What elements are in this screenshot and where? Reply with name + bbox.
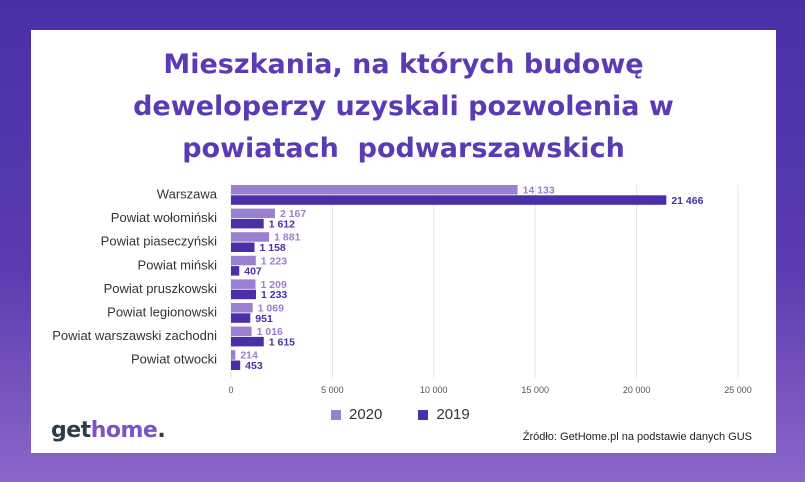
data-label-2019: 1 615: [269, 336, 295, 348]
data-label-2020: 1 209: [261, 279, 287, 291]
legend-item-2020: 2020: [331, 406, 382, 423]
bar-2019: [231, 266, 240, 276]
source-note: Źródło: GetHome.pl na podstawie danych G…: [522, 431, 752, 443]
legend-label-2020: 2020: [349, 406, 383, 423]
data-label-2020: 1 016: [257, 326, 283, 338]
title-line-1: Mieszkania, na których budowę: [163, 49, 644, 80]
data-label-2019: 407: [244, 266, 262, 278]
data-label-2019: 1 612: [269, 218, 295, 230]
x-tick-label: 5 000: [321, 385, 344, 395]
data-label-2019: 1 158: [259, 242, 285, 254]
x-tick-label: 10 000: [420, 385, 448, 395]
category-label: Powiat piaseczyński: [101, 234, 217, 249]
legend-swatch-2020: [331, 409, 341, 420]
bar-2020: [231, 350, 236, 360]
data-label-2019: 453: [245, 360, 263, 372]
data-label-2020: 1 881: [274, 232, 300, 244]
data-label-2020: 214: [240, 350, 258, 362]
data-label-2020: 14 133: [523, 185, 555, 197]
bar-chart: 0 5 000 10 000 15 000 20 000 25 000 Warszawa 14…: [52, 185, 752, 395]
category-label: Powiat legionowski: [107, 305, 217, 320]
bar-2020: [231, 326, 252, 337]
data-label-2020: 1 223: [261, 255, 287, 267]
bar-2019: [231, 360, 241, 370]
data-label-2019: 951: [255, 313, 273, 325]
bar-2020: [231, 303, 253, 313]
bar-2020: [231, 232, 270, 242]
chart-card: Mieszkania, na których budowę deweloperz…: [31, 30, 776, 453]
bar-2019: [231, 218, 264, 229]
title-line-3: powiatach podwarszawskich: [182, 133, 625, 164]
bar-2019: [231, 242, 255, 252]
category-label: Powiat warszawski zachodni: [52, 328, 217, 343]
data-label-2019: 21 466: [671, 195, 703, 207]
category-label: Warszawa: [157, 187, 218, 202]
bar-2020: [231, 255, 256, 266]
legend-item-2019: 2019: [418, 406, 470, 423]
data-label-2019: 1 233: [261, 289, 287, 301]
bar-2020: [231, 185, 518, 195]
category-label: Powiat wołomiński: [111, 210, 217, 225]
bar-2020: [231, 208, 275, 219]
x-tick-label: 15 000: [521, 385, 549, 395]
legend-swatch-2019: [418, 409, 429, 420]
title-line-2: deweloperzy uzyskali pozwolenia w: [133, 91, 674, 122]
x-tick-label: 0: [228, 385, 233, 395]
x-tick-label: 25 000: [724, 385, 752, 395]
bar-2019: [231, 336, 264, 347]
gethome-logo: gethome.: [51, 418, 166, 443]
category-label: Powiat otwocki: [131, 352, 217, 367]
category-label: Powiat miński: [138, 257, 218, 272]
chart-title: Mieszkania, na których budowę deweloperz…: [31, 44, 776, 170]
legend-label-2019: 2019: [436, 406, 470, 423]
bar-2019: [231, 289, 257, 300]
legend: 2020 2019: [331, 406, 470, 423]
x-tick-label: 20 000: [623, 385, 651, 395]
bar-2019: [231, 313, 251, 323]
data-label-2020: 2 167: [280, 208, 306, 220]
data-label-2020: 1 069: [258, 303, 284, 315]
bar-2019: [231, 195, 667, 205]
bar-2020: [231, 279, 256, 289]
category-label: Powiat pruszkowski: [104, 281, 218, 296]
